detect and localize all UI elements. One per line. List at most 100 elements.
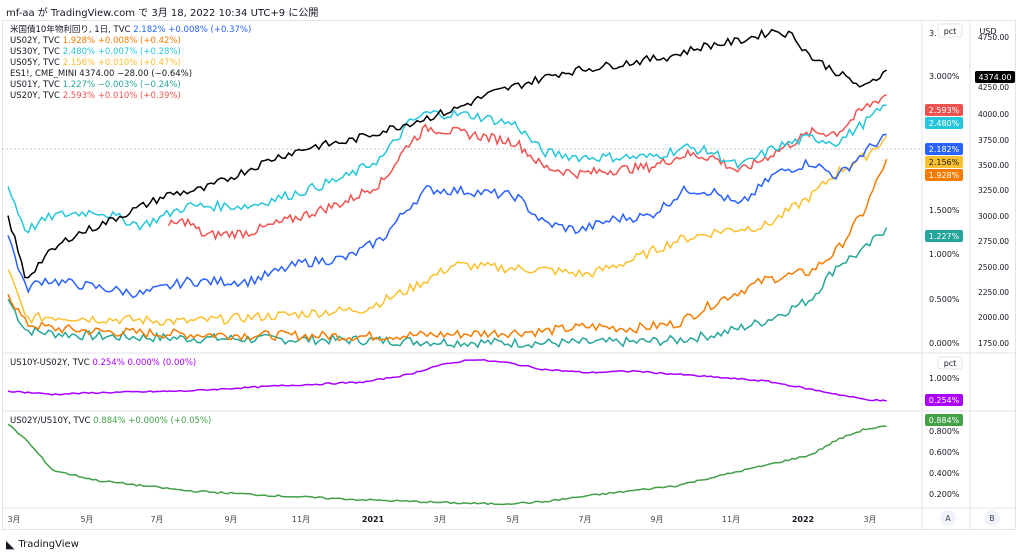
pane3-tick-label: 0.400%	[929, 469, 960, 478]
legend-value: 1.227% −0.003% (−0.24%)	[62, 80, 181, 90]
us10y-badge-bg	[925, 143, 963, 155]
us01y-badge: 1.227%	[929, 232, 960, 241]
series-line	[167, 93, 887, 241]
series-line	[7, 158, 888, 342]
pct-tick-label: 3.	[929, 29, 937, 38]
series-line	[7, 28, 887, 279]
scale-b-button[interactable]: B	[984, 510, 1000, 526]
x-tick-label: 2022	[792, 515, 814, 524]
us30y-badge: 2.480%	[929, 119, 960, 128]
usd-tick-label: 2250.00	[978, 288, 1009, 297]
usd-tick-label: 4750.00	[978, 33, 1009, 42]
auto-scale-button[interactable]: A	[940, 510, 956, 526]
legend-symbol: 米国債10年物利回り, 1日, TVC	[10, 25, 134, 35]
usd-tick-label: 4000.00	[978, 110, 1009, 119]
ratio-badge-bg	[925, 414, 963, 426]
tv-logo-icon: ◣	[6, 538, 15, 551]
legend-item[interactable]: 米国債10年物利回り, 1日, TVC 2.182% +0.008% (+0.3…	[10, 25, 251, 36]
pct-tick-label: 1.500%	[929, 206, 960, 215]
us20y-badge-bg	[925, 104, 963, 116]
legend-item[interactable]: US01Y, TVC 1.227% −0.003% (−0.24%)	[10, 80, 181, 91]
ratio-badge: 0.884%	[929, 416, 960, 425]
usd-tick-label: 3750.00	[978, 136, 1009, 145]
pane2-legend-item[interactable]: US10Y-US02Y, TVC 0.254% 0.000% (0.00%)	[10, 358, 196, 369]
us05y-badge-bg	[925, 156, 963, 168]
usd-tick-label: 3250.00	[978, 186, 1009, 195]
pane3-tick-label: 0.800%	[929, 427, 960, 436]
pane2-tick-label: 1.000%	[929, 374, 960, 383]
x-tick-label: 7月	[150, 515, 163, 524]
legend-value: 2.593% +0.010% (+0.39%)	[62, 91, 181, 101]
x-tick-label: 11月	[292, 515, 310, 524]
spread-badge: 0.254%	[929, 396, 960, 405]
legend-value: 2.156% +0.010% (+0.47%)	[62, 58, 181, 68]
publish-header: mf-aa が TradingView.com で 3月 18, 2022 10…	[6, 8, 319, 19]
legend-symbol: US05Y, TVC	[10, 58, 63, 68]
x-tick-label: 5月	[80, 515, 93, 524]
us02y-badge: 1.928%	[929, 171, 960, 180]
usd-tick-label: 2500.00	[978, 263, 1009, 272]
legend-symbol: US01Y, TVC	[10, 80, 63, 90]
pct-axis-label: pct	[944, 27, 957, 36]
series-line	[7, 423, 887, 506]
pane3-tick-label: 0.600%	[929, 448, 960, 457]
legend-symbol: US30Y, TVC	[10, 47, 63, 57]
x-tick-label: 3月	[433, 515, 446, 524]
legend-symbol: US02Y, TVC	[10, 36, 63, 46]
legend-value: 1.928% +0.008% (+0.42%)	[62, 36, 181, 46]
legend-value: 0.884% +0.000% (+0.05%)	[93, 416, 212, 426]
x-tick-label: 7月	[578, 515, 591, 524]
us02y-badge-bg	[925, 169, 963, 181]
x-tick-label: 9月	[650, 515, 663, 524]
legend-symbol: ES1!, CME_MINI	[10, 69, 80, 79]
chart-frame	[2, 20, 1016, 530]
pct-label-box	[937, 23, 963, 38]
series-line	[7, 133, 887, 299]
tv-brand-text: TradingView	[18, 539, 79, 550]
series-line	[7, 104, 887, 234]
series-line	[7, 227, 888, 349]
es1-price-badge-bg	[975, 71, 1015, 83]
us01y-badge-bg	[925, 230, 963, 242]
legend-value: 0.254% 0.000% (0.00%)	[92, 358, 197, 368]
legend-item[interactable]: US30Y, TVC 2.480% +0.007% (+0.28%)	[10, 47, 181, 58]
legend-symbol: US20Y, TVC	[10, 91, 63, 101]
usd-tick-label: 4250.00	[978, 83, 1009, 92]
legend-symbol: US02Y/US10Y, TVC	[10, 416, 94, 426]
es1-price-badge: 4374.00	[978, 73, 1011, 82]
x-tick-label: 3月	[7, 515, 20, 524]
usd-axis-label: USD	[979, 27, 996, 36]
x-tick-label: 5月	[506, 515, 519, 524]
legend-item[interactable]: US20Y, TVC 2.593% +0.010% (+0.39%)	[10, 91, 181, 102]
pane3-tick-label: 0.200%	[929, 490, 960, 499]
pct-tick-label: 0.000%	[929, 339, 960, 348]
legend-value: 4374.00 −28.00 (−0.64%)	[79, 69, 193, 79]
legend-value: 2.480% +0.007% (+0.28%)	[62, 47, 181, 57]
pane2-pct-label: pct	[944, 359, 957, 368]
usd-tick-label: 3000.00	[978, 212, 1009, 221]
series-line	[7, 359, 887, 402]
legend-item[interactable]: US02Y, TVC 1.928% +0.008% (+0.42%)	[10, 36, 181, 47]
x-tick-label: 9月	[224, 515, 237, 524]
us05y-badge: 2.156%	[929, 158, 960, 167]
usd-tick-label: 1750.00	[978, 339, 1009, 348]
pct-tick-label: 1.000%	[929, 250, 960, 259]
series-line	[7, 136, 888, 326]
pane2-pct-box	[937, 356, 963, 370]
us20y-badge: 2.593%	[929, 106, 960, 115]
legend-item[interactable]: ES1!, CME_MINI 4374.00 −28.00 (−0.64%)	[10, 69, 192, 80]
legend-item[interactable]: US05Y, TVC 2.156% +0.010% (+0.47%)	[10, 58, 181, 69]
usd-tick-label: 2000.00	[978, 313, 1009, 322]
pct-tick-label: 0.500%	[929, 295, 960, 304]
legend-symbol: US10Y-US02Y, TVC	[10, 358, 93, 368]
usd-tick-label: 2750.00	[978, 237, 1009, 246]
us10y-badge: 2.182%	[929, 145, 960, 154]
pane3-legend-item[interactable]: US02Y/US10Y, TVC 0.884% +0.000% (+0.05%)	[10, 416, 211, 427]
us30y-badge-bg	[925, 117, 963, 129]
x-tick-label: 11月	[722, 515, 740, 524]
spread-badge-bg	[925, 394, 963, 406]
x-tick-label: 3月	[863, 515, 876, 524]
tradingview-logo: ◣ TradingView	[6, 538, 79, 551]
x-tick-label: 2021	[362, 515, 385, 524]
